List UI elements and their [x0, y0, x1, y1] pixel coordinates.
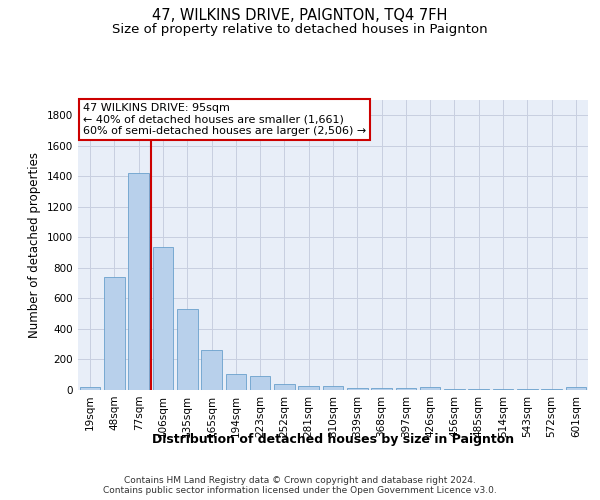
- Bar: [201, 350, 222, 390]
- Bar: [152, 246, 173, 390]
- Bar: [566, 388, 586, 390]
- Y-axis label: Number of detached properties: Number of detached properties: [28, 152, 41, 338]
- Text: Contains HM Land Registry data © Crown copyright and database right 2024.
Contai: Contains HM Land Registry data © Crown c…: [103, 476, 497, 495]
- Bar: [274, 384, 295, 390]
- Bar: [250, 376, 271, 390]
- Bar: [469, 389, 489, 390]
- Text: 47, WILKINS DRIVE, PAIGNTON, TQ4 7FH: 47, WILKINS DRIVE, PAIGNTON, TQ4 7FH: [152, 8, 448, 22]
- Bar: [493, 389, 514, 390]
- Text: Distribution of detached houses by size in Paignton: Distribution of detached houses by size …: [152, 432, 514, 446]
- Bar: [395, 388, 416, 390]
- Bar: [177, 309, 197, 390]
- Bar: [371, 388, 392, 390]
- Bar: [128, 174, 149, 390]
- Text: 47 WILKINS DRIVE: 95sqm
← 40% of detached houses are smaller (1,661)
60% of semi: 47 WILKINS DRIVE: 95sqm ← 40% of detache…: [83, 103, 367, 136]
- Bar: [541, 389, 562, 390]
- Bar: [444, 389, 465, 390]
- Bar: [80, 386, 100, 390]
- Bar: [104, 277, 125, 390]
- Bar: [420, 388, 440, 390]
- Text: Size of property relative to detached houses in Paignton: Size of property relative to detached ho…: [112, 22, 488, 36]
- Bar: [323, 386, 343, 390]
- Bar: [226, 374, 246, 390]
- Bar: [298, 386, 319, 390]
- Bar: [517, 389, 538, 390]
- Bar: [347, 388, 368, 390]
